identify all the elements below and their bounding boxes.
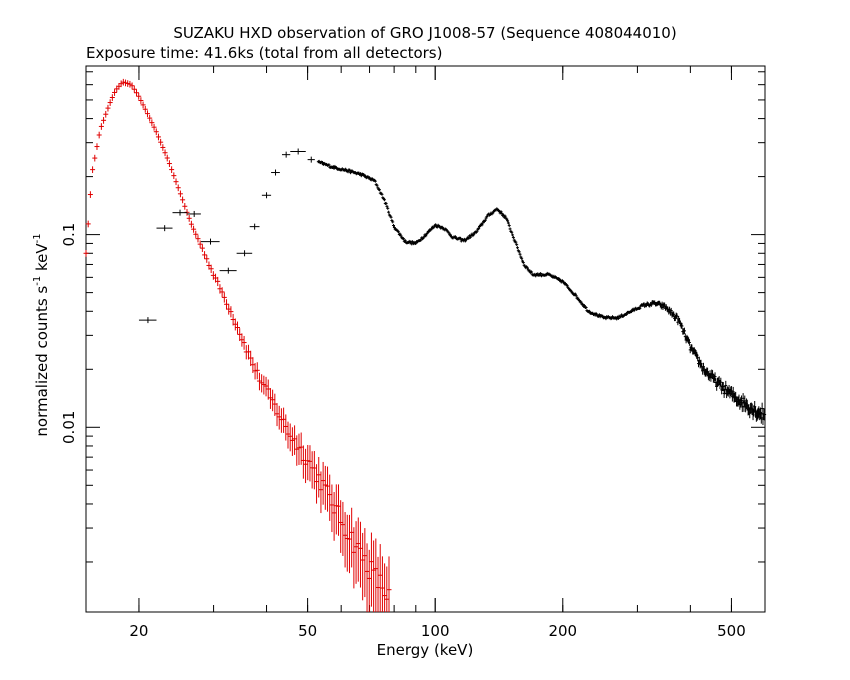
y-tick-label: 0.01 bbox=[60, 411, 78, 444]
x-tick-label: 100 bbox=[421, 622, 450, 640]
axes-frame bbox=[85, 65, 766, 613]
series-red bbox=[83, 78, 392, 612]
x-tick-label: 50 bbox=[298, 622, 317, 640]
plot-frame bbox=[85, 65, 766, 613]
y-axis-label-sup2: -1 bbox=[32, 233, 43, 243]
x-tick-label: 200 bbox=[548, 622, 577, 640]
chart-title: SUZAKU HXD observation of GRO J1008-57 (… bbox=[173, 24, 676, 42]
series-black bbox=[138, 148, 767, 426]
axis-ticks: 20 50 100 200 500 0.01 0.1 bbox=[60, 66, 766, 640]
y-axis-label: normalized counts s-1 keV-1 bbox=[32, 233, 51, 436]
x-tick-label: 20 bbox=[129, 622, 148, 640]
y-axis-label-main: normalized counts s bbox=[33, 286, 51, 437]
chart-subtitle: Exposure time: 41.6ks (total from all de… bbox=[86, 44, 442, 62]
y-tick-label: 0.1 bbox=[60, 223, 78, 247]
y-axis-label-sup1: -1 bbox=[32, 276, 43, 286]
x-axis-label: Energy (keV) bbox=[377, 641, 474, 659]
x-tick-label: 500 bbox=[717, 622, 746, 640]
y-axis-label-mid: keV bbox=[33, 243, 51, 276]
